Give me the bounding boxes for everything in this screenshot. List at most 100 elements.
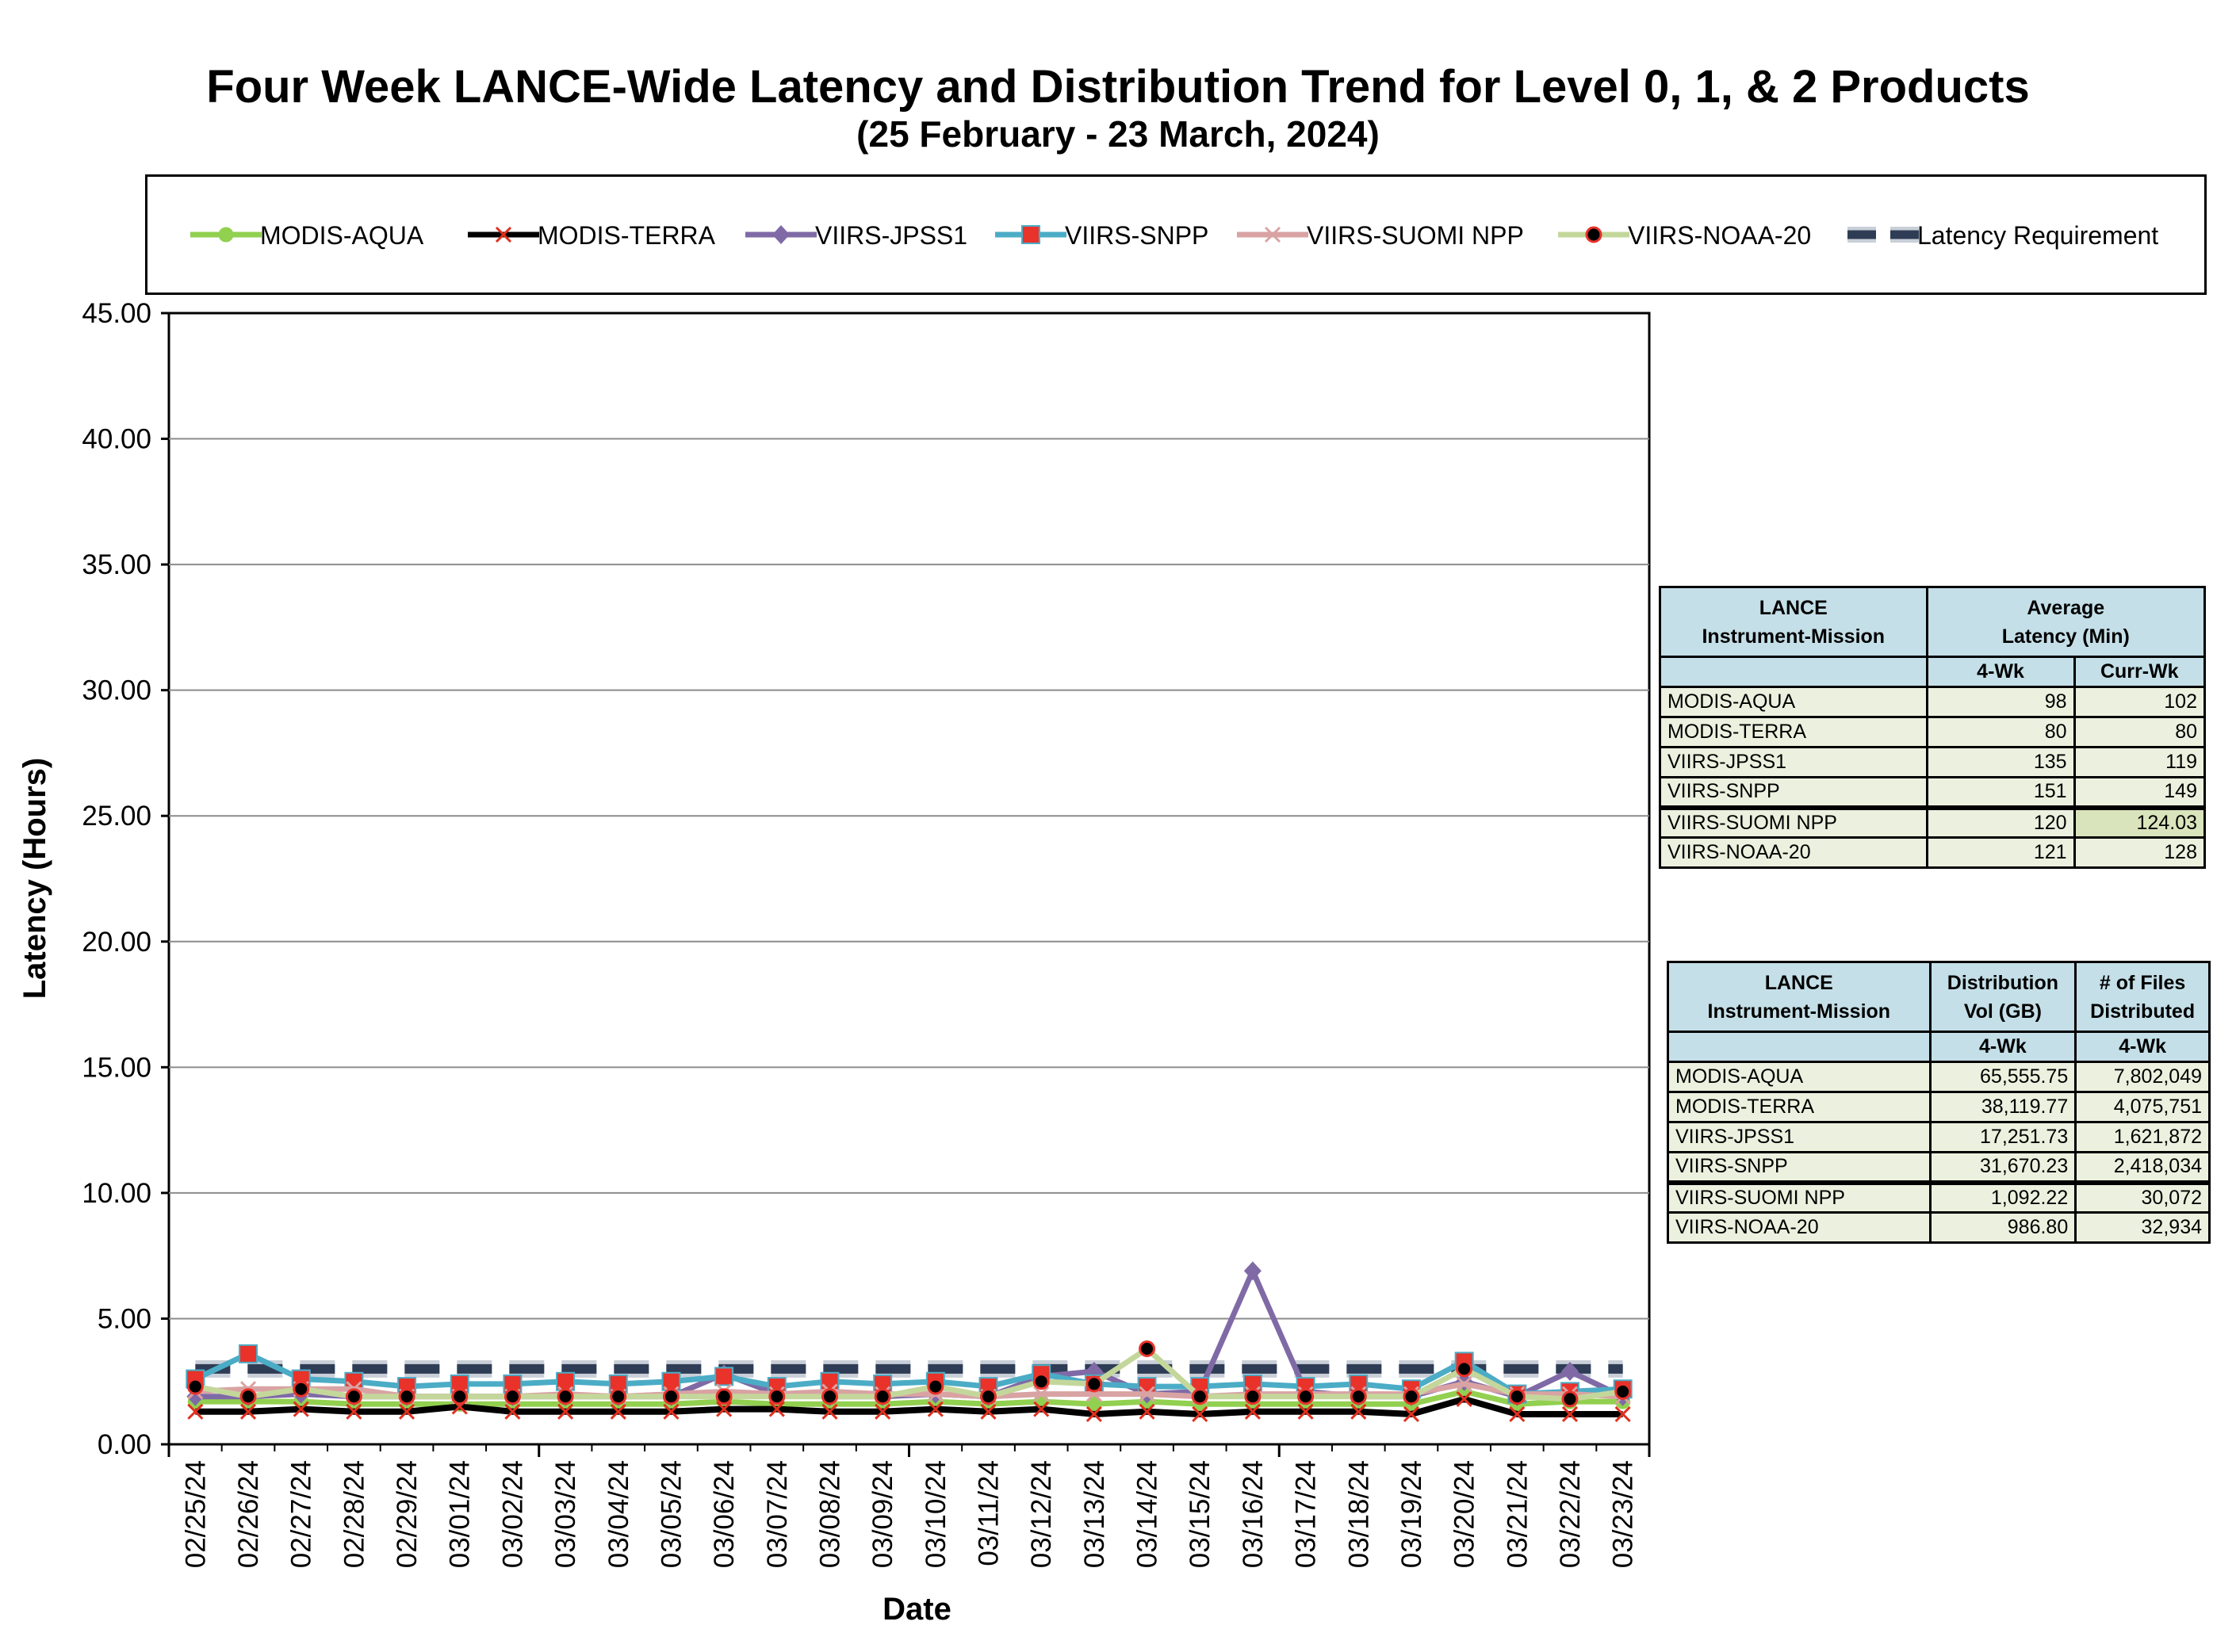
x-tick-label: 02/25/24 [180,1460,211,1568]
data-point [714,1367,734,1386]
x-tick-label: 03/05/24 [656,1460,687,1568]
latency-row: VIIRS-JPSS1 135 119 [1659,746,2207,778]
x-tick-label: 03/04/24 [603,1460,634,1568]
data-point [187,1403,204,1420]
data-point [557,1403,574,1420]
dist-instrument-cell: VIIRS-NOAA-20 [1667,1211,1932,1244]
data-point [768,1401,785,1417]
x-tick-label: 03/09/24 [867,1460,898,1568]
x-tick-label: 03/06/24 [709,1460,740,1568]
latency-instrument-cell: VIIRS-SNPP [1659,776,1928,809]
dist-files-cell: 4,075,751 [2074,1091,2211,1123]
latency-row: VIIRS-NOAA-20 121 128 [1659,836,2207,869]
dist-volume-cell: 17,251.73 [1928,1121,2077,1153]
x-axis-label: Date [883,1592,951,1627]
data-point [1244,1403,1261,1420]
dist-instrument-cell: VIIRS-SNPP [1667,1151,1932,1184]
latency-instrument-cell: VIIRS-SUOMI NPP [1659,805,1928,839]
x-tick-label: 03/21/24 [1502,1460,1533,1568]
legend [145,174,2207,295]
data-point [1139,1386,1155,1402]
x-tick-label: 03/13/24 [1079,1460,1110,1568]
dist-col3-header: # of Files Distributed [2074,961,2211,1033]
data-point [346,1403,362,1420]
legend-item: VIIRS-SUOMI NPP [1237,221,1524,250]
latency-currwk-cell: 128 [2073,836,2207,869]
data-point [663,1403,680,1420]
series-line [195,1388,1623,1407]
legend-label: MODIS-TERRA [538,221,716,250]
data-point [1032,1373,1050,1390]
dist-volume-cell: 1,092.22 [1928,1180,2077,1214]
data-point [1403,1388,1420,1405]
data-point [1509,1405,1526,1423]
legend-label: VIIRS-SUOMI NPP [1307,221,1524,250]
data-point [398,1388,415,1405]
legend-item: VIIRS-SNPP [995,221,1208,250]
dist-files-cell: 7,802,049 [2074,1061,2211,1093]
x-tick-label: 03/01/24 [445,1460,476,1568]
data-point [1297,1388,1315,1405]
latency-table: LANCE Instrument-Mission Average Latency (… [1659,586,2207,869]
data-point [1192,1405,1208,1423]
legend-item: VIIRS-JPSS1 [745,221,967,250]
data-point [716,1401,733,1417]
legend-label: MODIS-AQUA [260,221,424,250]
latency-row: VIIRS-SUOMI NPP 120 124.03 [1659,805,2207,839]
latency-col2-header: Average Latency (Min) [1925,586,2207,658]
dist-volume-cell: 31,670.23 [1928,1151,2077,1184]
dist-instrument-cell: VIIRS-JPSS1 [1667,1121,1932,1153]
legend-label: VIIRS-SNPP [1065,221,1208,250]
data-point [875,1403,891,1420]
dist-instrument-cell: VIIRS-SUOMI NPP [1667,1180,1932,1214]
data-point [239,1344,258,1363]
latency-instrument-cell: MODIS-AQUA [1659,686,1928,718]
dist-files-cell: 2,418,034 [2074,1151,2211,1184]
data-point [1033,1401,1050,1417]
data-point [504,1403,521,1420]
data-point [1243,1261,1262,1281]
legend-label: VIIRS-JPSS1 [815,221,967,250]
data-point [715,1388,733,1405]
x-tick-label: 03/19/24 [1396,1460,1427,1568]
series-line [195,1395,1623,1417]
latency-instrument-cell: VIIRS-NOAA-20 [1659,836,1928,869]
latency-currwk-cell: 119 [2073,746,2207,778]
data-point [1350,1388,1367,1405]
data-point [1244,1388,1262,1405]
y-tick-label: 30.00 [82,675,151,706]
x-tick-label: 03/11/24 [974,1460,1005,1566]
x-tick-label: 03/14/24 [1132,1460,1163,1568]
dist-blank-subheader [1667,1031,1932,1063]
data-point [398,1403,415,1420]
dist-files-cell: 30,072 [2074,1180,2211,1214]
distribution-row: MODIS-AQUA 65,555.75 7,802,049 [1667,1061,2211,1093]
data-point [186,1378,204,1395]
x-tick-label: 02/27/24 [286,1460,317,1568]
data-point [239,1388,257,1405]
data-point [1508,1388,1526,1405]
legend-marker [772,225,790,244]
latency-blank-subheader [1659,656,1928,688]
x-tick-label: 03/12/24 [1026,1460,1057,1568]
x-tick-label: 03/23/24 [1608,1460,1639,1568]
x-tick-label: 03/16/24 [1238,1460,1269,1568]
data-point [293,1401,309,1417]
data-point [927,1401,944,1417]
dist-subheader-vol: 4-Wk [1928,1031,2077,1063]
legend-marker [1585,226,1602,243]
x-tick-label: 02/26/24 [233,1460,264,1568]
dist-volume-cell: 986.80 [1928,1211,2077,1244]
y-tick-label: 10.00 [82,1178,151,1209]
distribution-row: MODIS-TERRA 38,119.77 4,075,751 [1667,1091,2211,1123]
x-tick-label: 03/02/24 [497,1460,528,1568]
dist-col2-header: Distribution Vol (GB) [1928,961,2077,1033]
dist-files-cell: 1,621,872 [2074,1121,2211,1153]
legend-marker [495,226,512,243]
distribution-table: LANCE Instrument-Mission Distribution Vol … [1667,961,2211,1244]
data-point [1350,1403,1367,1420]
x-tick-label: 03/17/24 [1291,1460,1322,1568]
legend-item: MODIS-AQUA [190,221,424,250]
y-tick-label: 35.00 [82,549,151,580]
